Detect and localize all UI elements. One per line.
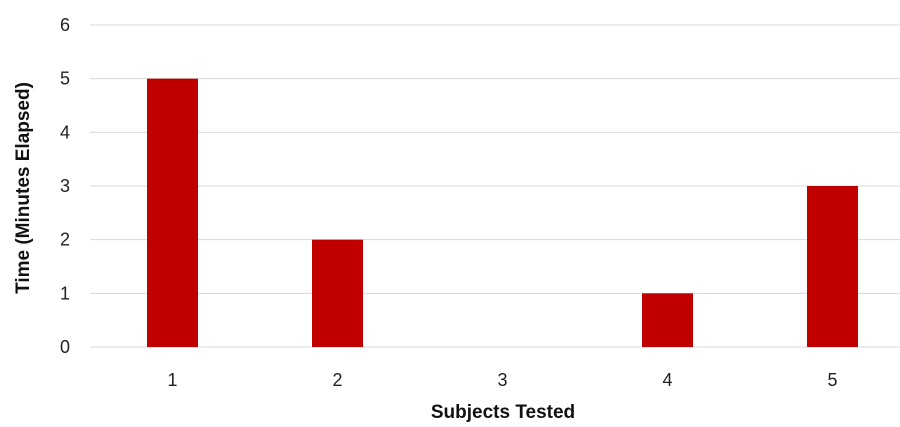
y-tick-label: 4 (60, 122, 70, 142)
y-tick-label: 5 (60, 69, 70, 89)
y-tick-label: 1 (60, 283, 70, 303)
y-tick-label: 3 (60, 176, 70, 196)
x-tick-label: 5 (827, 370, 837, 390)
y-axis-title: Time (Minutes Elapsed) (13, 82, 34, 294)
bar-subject-4 (642, 293, 693, 347)
y-axis-tick-labels: 0 1 2 3 4 5 6 (60, 15, 70, 357)
y-tick-label: 0 (60, 337, 70, 357)
bar-subject-2 (312, 239, 363, 347)
x-tick-label: 3 (497, 370, 507, 390)
x-axis-title: Subjects Tested (431, 402, 575, 423)
x-axis-tick-labels: 1 2 3 4 5 (167, 370, 837, 390)
x-tick-label: 2 (332, 370, 342, 390)
gridlines (90, 24, 900, 348)
x-tick-label: 4 (662, 370, 672, 390)
bar-subject-1 (147, 78, 198, 348)
bar-subject-5 (807, 186, 858, 347)
bars (147, 78, 858, 348)
y-tick-label: 6 (60, 15, 70, 35)
y-tick-label: 2 (60, 230, 70, 250)
x-tick-label: 1 (167, 370, 177, 390)
